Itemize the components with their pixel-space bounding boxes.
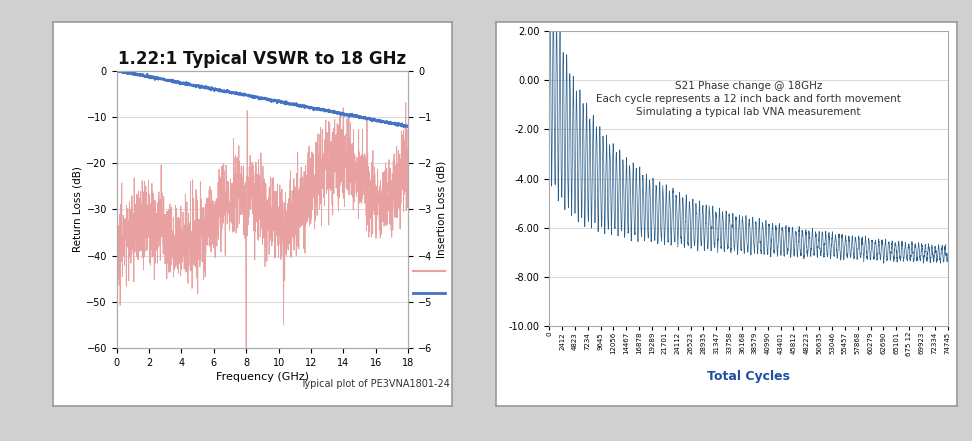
Text: S21 Phase change @ 18GHz
Each cycle represents a 12 inch back and forth movement: S21 Phase change @ 18GHz Each cycle repr… xyxy=(596,81,901,117)
Text: Total Cycles: Total Cycles xyxy=(707,370,790,383)
Y-axis label: Insertion Loss (dB): Insertion Loss (dB) xyxy=(436,161,446,258)
Text: Typical plot of PE3VNA1801-24: Typical plot of PE3VNA1801-24 xyxy=(300,379,450,389)
Y-axis label: Return Loss (dB): Return Loss (dB) xyxy=(72,167,83,252)
X-axis label: Frequency (GHz): Frequency (GHz) xyxy=(216,372,309,382)
Text: 1.22:1 Typical VSWR to 18 GHz: 1.22:1 Typical VSWR to 18 GHz xyxy=(119,50,406,68)
